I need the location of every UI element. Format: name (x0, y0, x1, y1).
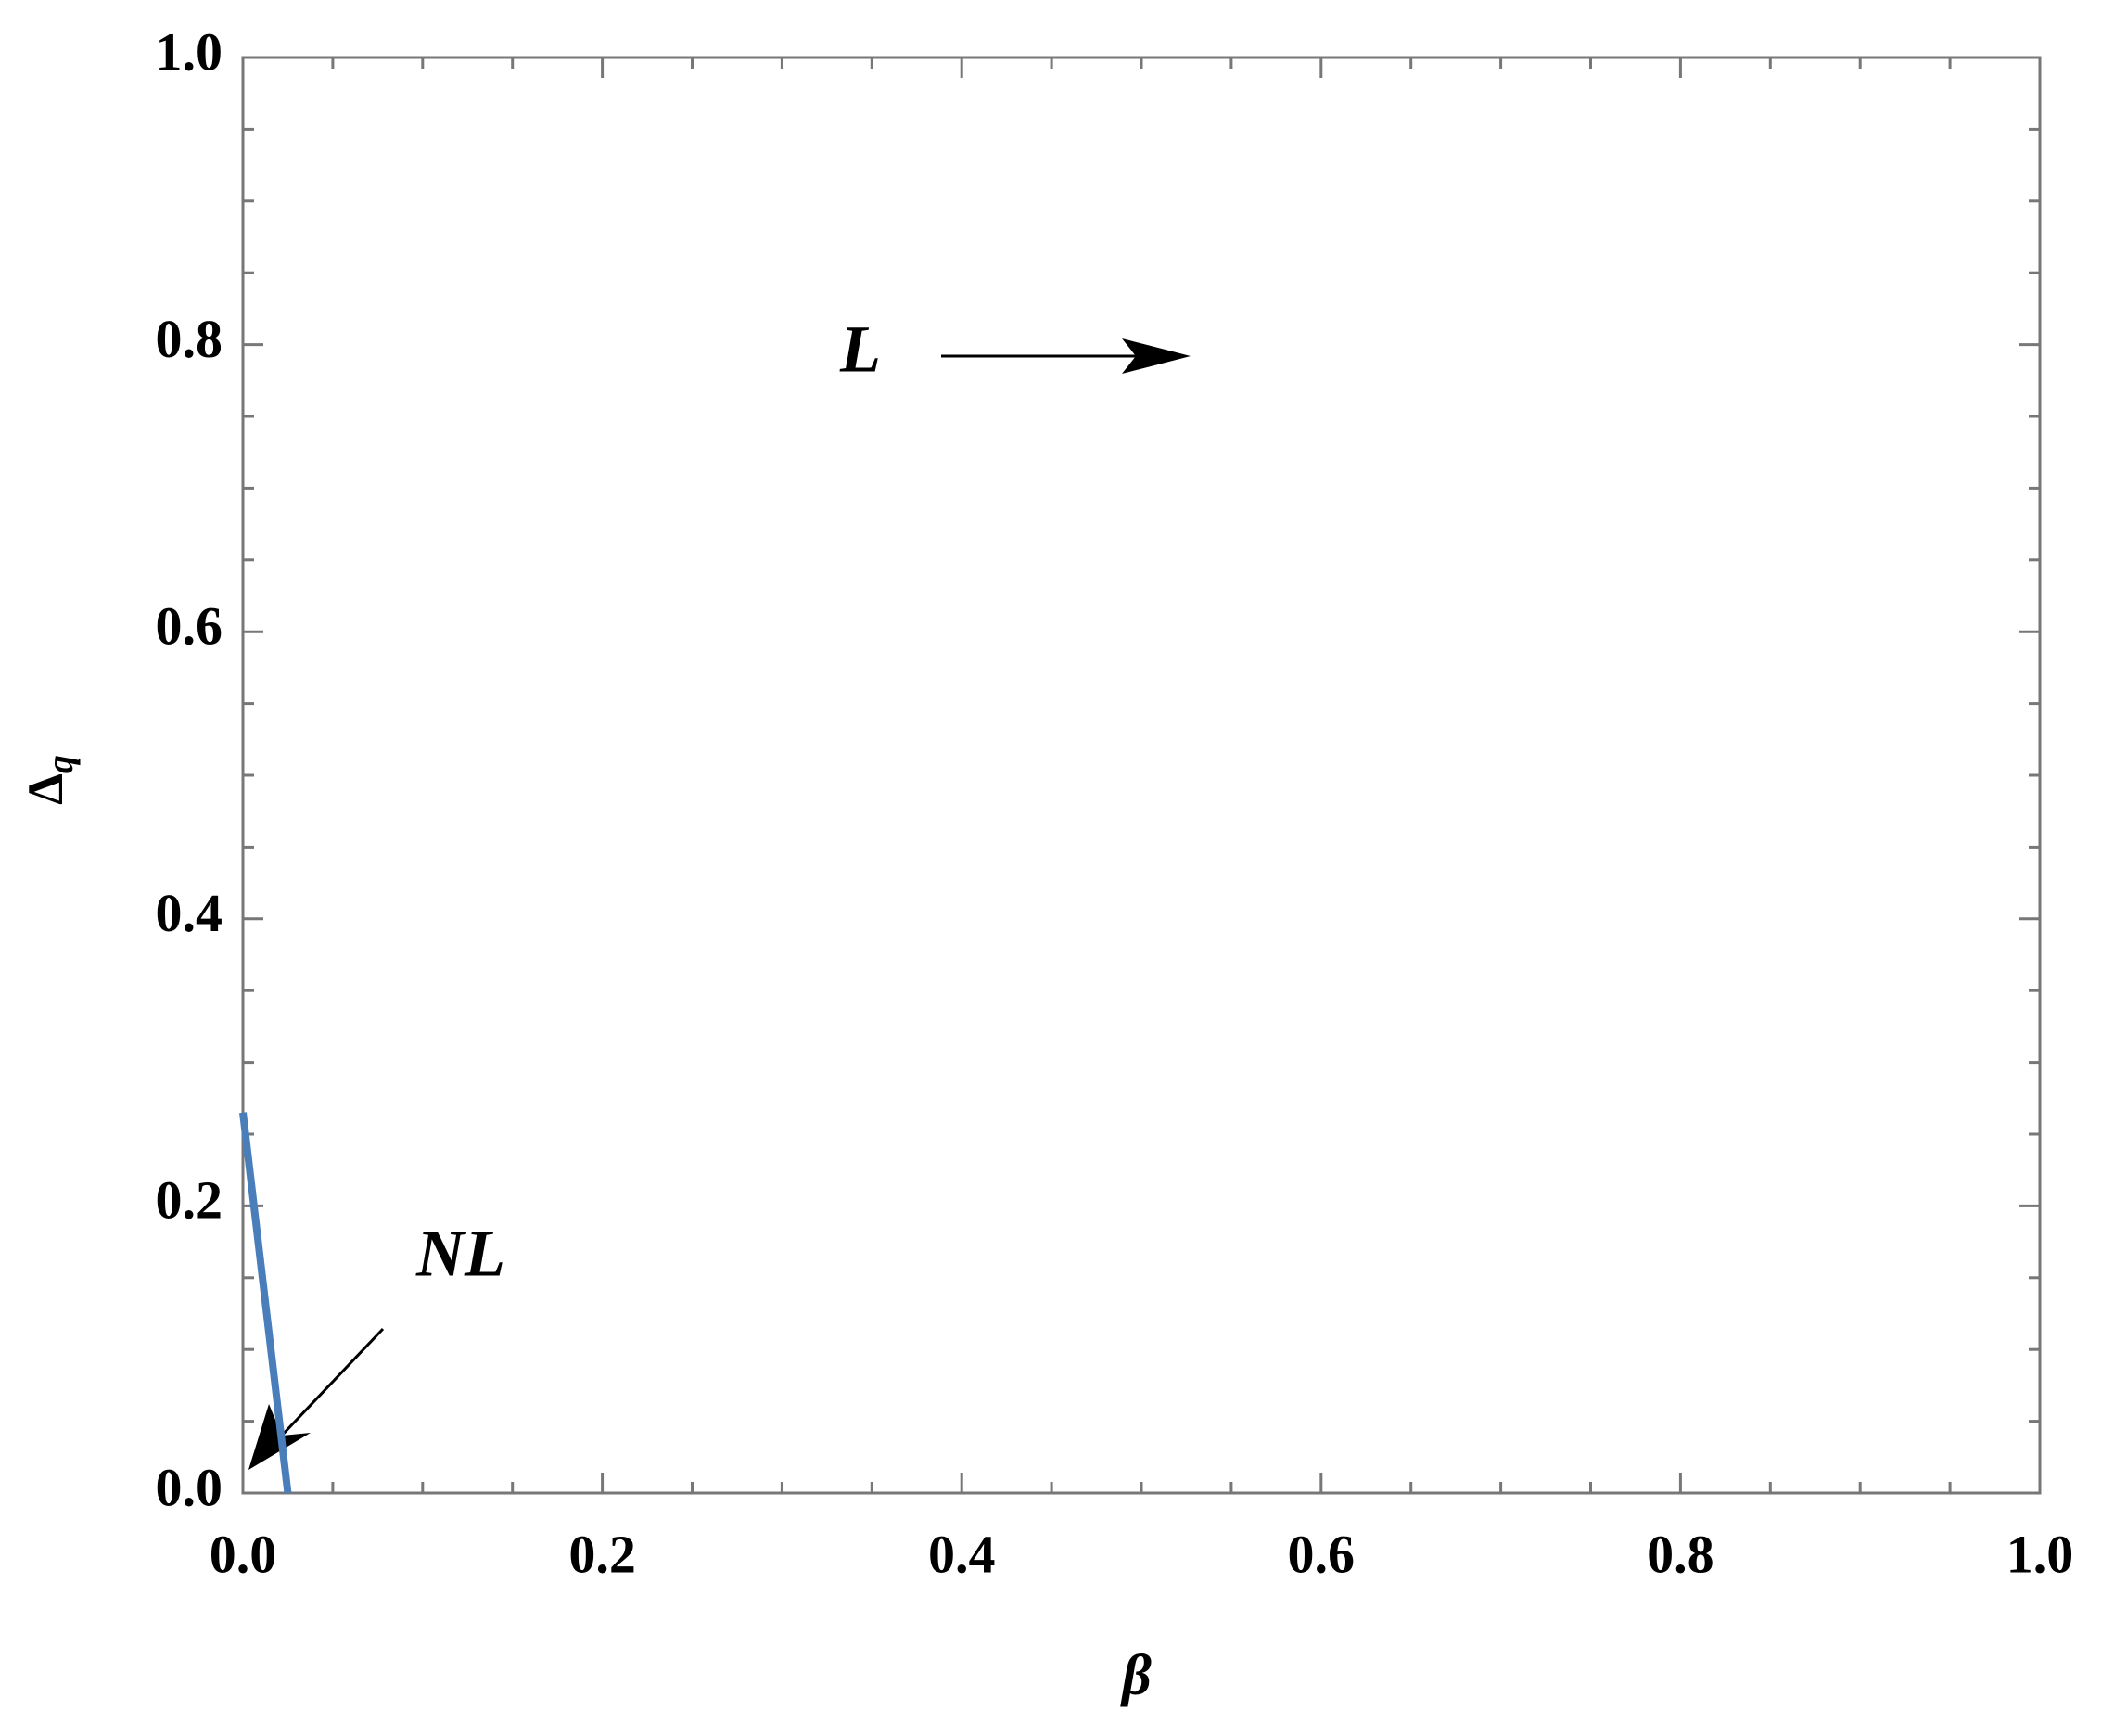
y-tick-label: 0.4 (156, 883, 223, 943)
plot-frame (241, 56, 2042, 1495)
annotation: NL (415, 1217, 505, 1291)
x-axis-label: β (1120, 1644, 1152, 1707)
annotation-arrowhead (1122, 338, 1191, 374)
y-tick-label: 0.8 (156, 309, 223, 369)
y-tick-label: 1.0 (156, 21, 223, 82)
annotation-arrow (276, 1327, 385, 1441)
x-tick-label: 0.6 (1288, 1524, 1356, 1584)
y-axis-label: Δq (18, 755, 81, 805)
x-tick-label: 1.0 (2006, 1524, 2074, 1584)
x-tick-label: 0.0 (210, 1524, 277, 1584)
y-tick-label: 0.0 (156, 1457, 223, 1517)
x-tick-label: 0.4 (928, 1524, 996, 1584)
y-tick-label: 0.6 (156, 596, 223, 657)
x-tick-label: 0.8 (1647, 1524, 1714, 1584)
x-tick-label: 0.2 (568, 1524, 636, 1584)
data-line (239, 1112, 292, 1494)
y-axis-label-subscript: q (39, 755, 81, 773)
y-axis-label-base: Δ (18, 773, 73, 805)
annotation: L (839, 313, 881, 387)
y-tick-label: 0.2 (156, 1170, 223, 1231)
